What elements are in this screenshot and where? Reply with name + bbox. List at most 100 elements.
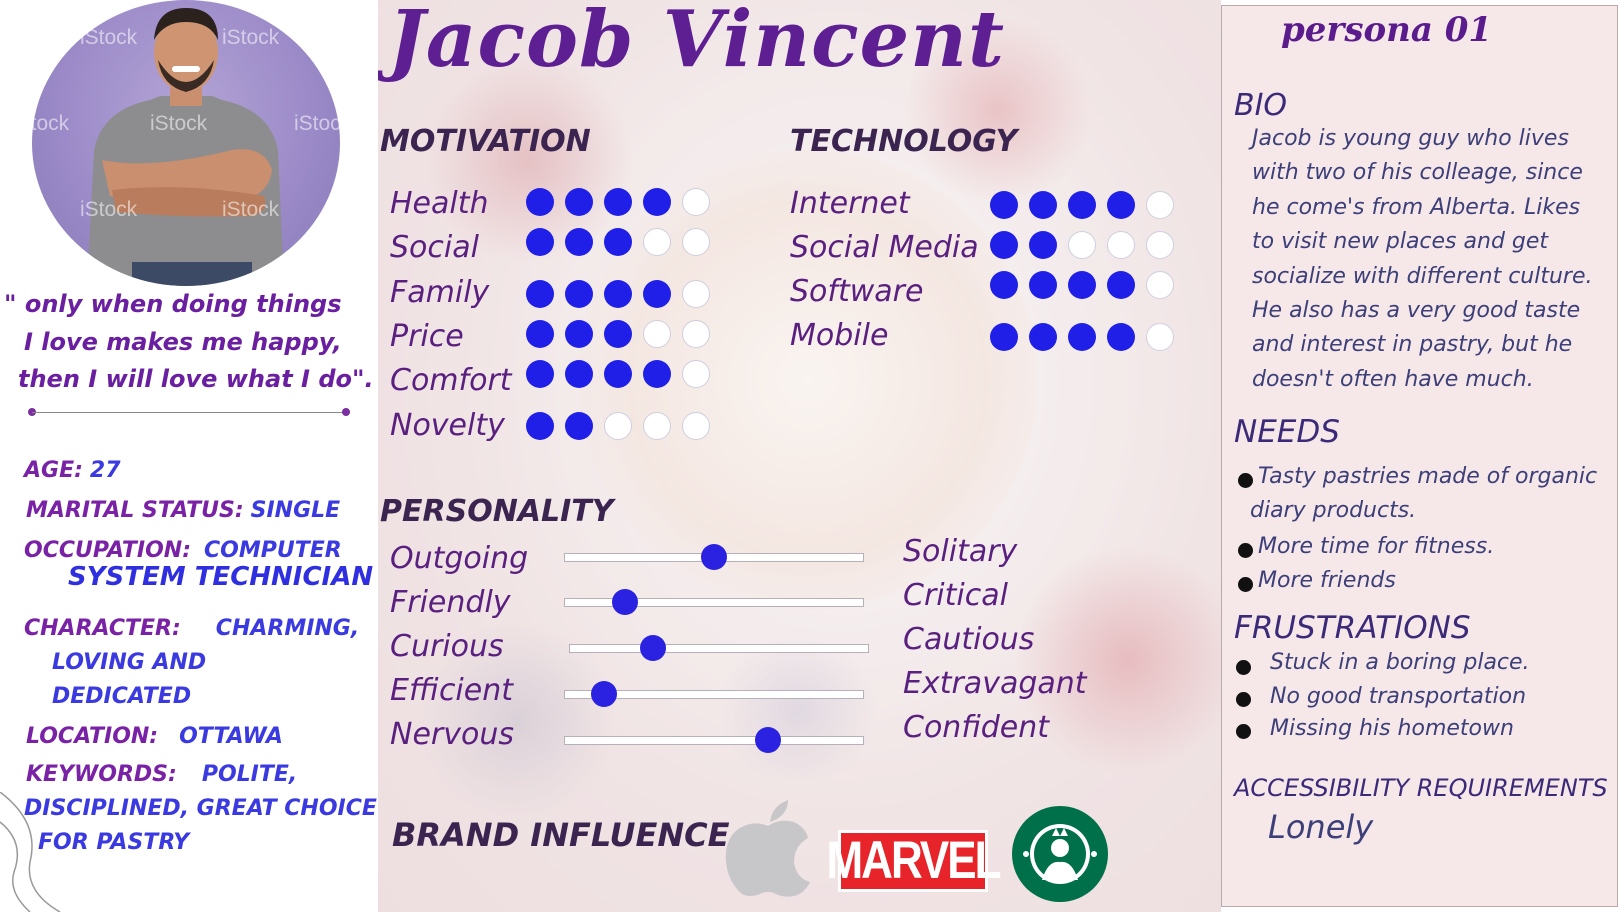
profile-column: iStock iStock iStock iStock iStock iStoc…	[0, 0, 378, 912]
filled-dot	[1029, 231, 1057, 259]
filled-dot	[526, 280, 554, 308]
bio-line: with two of his colleage, since	[1252, 160, 1583, 186]
motivation-label: Social	[390, 230, 479, 265]
slider-knob	[754, 727, 781, 753]
watermark: iStock	[80, 198, 138, 221]
empty-dot	[604, 412, 632, 440]
watermark: iStock	[222, 198, 280, 221]
empty-dot	[1146, 323, 1174, 351]
filled-dot	[643, 280, 671, 308]
need-item: More friends	[1258, 568, 1396, 593]
person-illustration	[87, 8, 284, 286]
motivation-label: Family	[390, 275, 490, 310]
bullet-icon	[1236, 660, 1251, 675]
occupation-row: OCCUPATION: COMPUTER	[24, 538, 342, 563]
filled-dot	[526, 188, 554, 216]
keywords-value-cont: DISCIPLINED, GREAT CHOICE	[24, 796, 377, 821]
filled-dot	[604, 188, 632, 216]
bullet-icon	[1238, 543, 1253, 558]
marvel-wordmark: MARVEL	[826, 831, 1002, 890]
filled-dot	[1068, 271, 1096, 299]
keywords-row: KEYWORDS: POLITE,	[26, 762, 297, 787]
filled-dot	[526, 412, 554, 440]
bio-line: doesn't often have much.	[1252, 366, 1534, 392]
needs-title: NEEDS	[1234, 414, 1340, 450]
bio-line: to visit new places and get	[1252, 229, 1549, 255]
background-fig	[418, 60, 638, 260]
accessibility-value: Lonely	[1268, 808, 1374, 846]
empty-dot	[682, 412, 710, 440]
personality-left-label: Outgoing	[390, 541, 529, 576]
technology-title: TECHNOLOGY	[790, 124, 1018, 159]
motivation-rating	[526, 280, 710, 308]
empty-dot	[1146, 271, 1174, 299]
filled-dot	[1107, 271, 1135, 299]
bio-line: and interest in pastry, but he	[1252, 332, 1573, 358]
motivation-rating	[526, 320, 710, 348]
watermark: iStock	[294, 112, 340, 135]
marital-value: SINGLE	[250, 498, 341, 523]
watermark: iStock	[32, 112, 70, 135]
apple-logo	[725, 800, 810, 897]
location-label: LOCATION:	[26, 724, 159, 749]
need-item: More time for fitness.	[1258, 534, 1495, 559]
filled-dot	[1029, 323, 1057, 351]
motivation-title: MOTIVATION	[380, 124, 591, 159]
frustration-item: Stuck in a boring place.	[1270, 650, 1530, 675]
character-label: CHARACTER:	[24, 616, 181, 641]
personality-right-label: Cautious	[903, 622, 1035, 657]
motivation-label: Price	[390, 319, 464, 354]
bullet-icon	[1236, 692, 1251, 707]
personality-slider	[564, 727, 864, 753]
need-item: Tasty pastries made of organic	[1258, 464, 1598, 489]
filled-dot	[1107, 323, 1135, 351]
occupation-value-cont: SYSTEM TECHNICIAN	[68, 562, 374, 592]
age-row: AGE: 27	[24, 458, 121, 483]
filled-dot	[565, 360, 593, 388]
accessibility-title: ACCESSIBILITY REQUIREMENTS	[1234, 774, 1608, 802]
empty-dot	[1146, 231, 1174, 259]
persona-details: Jacob Vincent MOTIVATION Health Social Fam…	[378, 0, 1221, 912]
character-value-cont: DEDICATED	[52, 684, 192, 709]
personality-left-label: Friendly	[390, 585, 511, 620]
filled-dot	[1068, 191, 1096, 219]
keywords-label: KEYWORDS:	[26, 762, 177, 787]
marvel-logo: MARVEL	[827, 830, 1001, 892]
brand-influence-title: BRAND INFLUENCE	[392, 816, 730, 854]
age-value: 27	[89, 458, 121, 483]
character-value: CHARMING,	[215, 616, 360, 641]
technology-label: Mobile	[790, 318, 889, 353]
bullet-icon	[1238, 577, 1253, 592]
watermark: iStock	[150, 112, 208, 135]
filled-dot	[604, 280, 632, 308]
background-berries	[708, 640, 888, 780]
filled-dot	[990, 323, 1018, 351]
keywords-value-cont: FOR PASTRY	[38, 830, 190, 855]
empty-dot	[682, 280, 710, 308]
motivation-rating	[526, 360, 710, 388]
personality-left-label: Efficient	[390, 673, 514, 708]
empty-dot	[643, 412, 671, 440]
marital-row: MARITAL STATUS: SINGLE	[26, 498, 340, 523]
filled-dot	[604, 360, 632, 388]
watermark: iStock	[222, 26, 280, 49]
empty-dot	[1146, 191, 1174, 219]
quote-line: I love makes me happy,	[24, 328, 342, 356]
bio-line: he come's from Alberta. Likes	[1252, 194, 1581, 220]
quote-line: then I will love what I do".	[18, 365, 374, 393]
empty-dot	[643, 320, 671, 348]
empty-dot	[1107, 231, 1135, 259]
empty-dot	[1068, 231, 1096, 259]
empty-dot	[682, 320, 710, 348]
bullet-icon	[1236, 724, 1251, 739]
personality-left-label: Curious	[390, 629, 504, 664]
slider-knob	[640, 635, 667, 661]
bio-title: BIO	[1234, 88, 1288, 123]
filled-dot	[565, 412, 593, 440]
frustration-item: Missing his hometown	[1270, 716, 1514, 741]
marital-label: MARITAL STATUS:	[26, 498, 244, 523]
background-fig	[1018, 540, 1221, 780]
frustrations-title: FRUSTRATIONS	[1234, 610, 1471, 646]
personality-right-label: Critical	[903, 578, 1008, 613]
siren-icon	[1023, 824, 1097, 884]
